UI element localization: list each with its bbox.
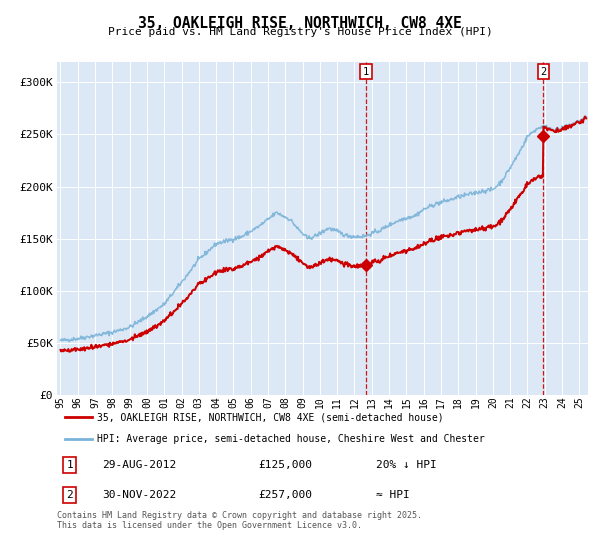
Text: £125,000: £125,000 [259, 460, 313, 470]
Text: £257,000: £257,000 [259, 490, 313, 500]
Text: HPI: Average price, semi-detached house, Cheshire West and Chester: HPI: Average price, semi-detached house,… [97, 434, 485, 444]
Text: 2: 2 [67, 490, 73, 500]
Text: 35, OAKLEIGH RISE, NORTHWICH, CW8 4XE: 35, OAKLEIGH RISE, NORTHWICH, CW8 4XE [138, 16, 462, 31]
Text: Contains HM Land Registry data © Crown copyright and database right 2025.
This d: Contains HM Land Registry data © Crown c… [57, 511, 422, 530]
Text: ≈ HPI: ≈ HPI [376, 490, 409, 500]
Text: 20% ↓ HPI: 20% ↓ HPI [376, 460, 436, 470]
Text: 29-AUG-2012: 29-AUG-2012 [102, 460, 176, 470]
Text: 1: 1 [363, 67, 369, 77]
Text: 2: 2 [540, 67, 547, 77]
Text: 1: 1 [67, 460, 73, 470]
Text: Price paid vs. HM Land Registry's House Price Index (HPI): Price paid vs. HM Land Registry's House … [107, 27, 493, 37]
Text: 30-NOV-2022: 30-NOV-2022 [102, 490, 176, 500]
Text: 35, OAKLEIGH RISE, NORTHWICH, CW8 4XE (semi-detached house): 35, OAKLEIGH RISE, NORTHWICH, CW8 4XE (s… [97, 412, 443, 422]
